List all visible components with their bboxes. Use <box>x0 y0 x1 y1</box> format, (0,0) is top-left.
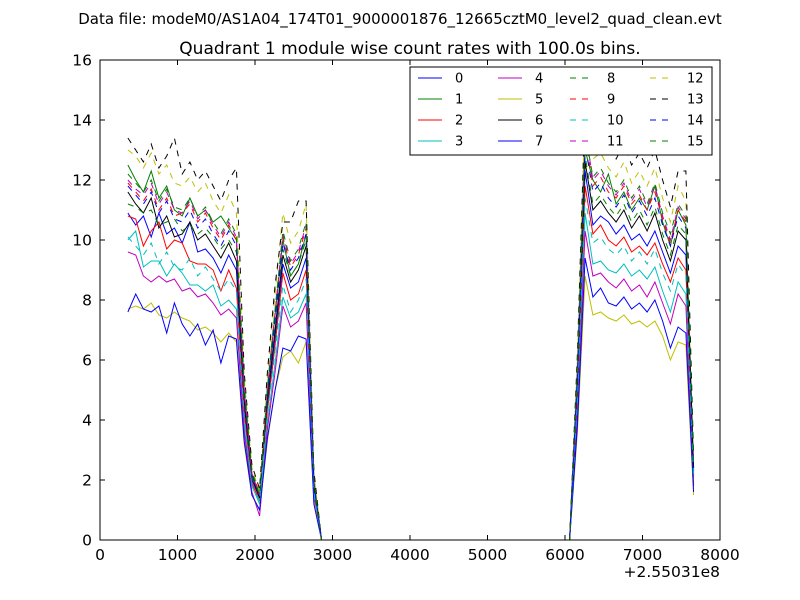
series-line-5 <box>127 275 695 540</box>
x-tick-label: 1000 <box>158 546 197 564</box>
legend-label-3: 3 <box>455 135 463 150</box>
legend-label-10: 10 <box>607 114 624 129</box>
x-tick-label: 3000 <box>313 546 352 564</box>
series-line-1 <box>127 149 695 540</box>
series-line-4 <box>127 230 695 540</box>
legend-label-8: 8 <box>607 72 615 87</box>
series-line-3 <box>127 212 695 540</box>
x-tick-label: 5000 <box>468 546 507 564</box>
y-tick-label: 0 <box>82 532 92 550</box>
series-line-8 <box>127 155 695 540</box>
y-tick-label: 8 <box>82 292 92 310</box>
y-tick-label: 16 <box>72 52 92 70</box>
x-tick-label: 8000 <box>700 546 739 564</box>
series-line-6 <box>127 161 695 540</box>
y-tick-label: 12 <box>72 172 92 190</box>
legend-label-13: 13 <box>687 93 704 108</box>
y-tick-label: 2 <box>82 472 92 490</box>
legend-label-5: 5 <box>535 93 543 108</box>
series-line-0 <box>127 170 695 540</box>
x-offset-label: +2.55031e8 <box>624 563 720 581</box>
x-tick-label: 4000 <box>390 546 429 564</box>
series-line-7 <box>127 257 695 540</box>
x-tick-label: 6000 <box>545 546 584 564</box>
legend-label-9: 9 <box>607 93 615 108</box>
legend-label-0: 0 <box>455 72 463 87</box>
figure-suptitle: Data file: modeM0/AS1A04_174T01_90000018… <box>78 10 722 29</box>
legend-label-1: 1 <box>455 93 463 108</box>
plot-frame <box>99 59 721 541</box>
x-tick-label: 7000 <box>623 546 662 564</box>
x-tick-label: 2000 <box>235 546 274 564</box>
legend-label-2: 2 <box>455 114 463 129</box>
legend-box <box>409 66 713 156</box>
legend-label-14: 14 <box>687 114 704 129</box>
legend-label-4: 4 <box>535 72 543 87</box>
series-line-14 <box>127 143 695 540</box>
series-line-2 <box>127 185 695 540</box>
y-tick-label: 14 <box>72 112 92 130</box>
series-line-12 <box>127 107 695 540</box>
legend-label-11: 11 <box>607 135 624 150</box>
legend-label-15: 15 <box>687 135 704 150</box>
y-tick-label: 6 <box>82 352 92 370</box>
y-tick-label: 4 <box>82 412 92 430</box>
legend-label-6: 6 <box>535 114 543 129</box>
legend-label-12: 12 <box>687 72 704 87</box>
legend-label-7: 7 <box>535 135 543 150</box>
x-tick-label: 0 <box>95 546 105 564</box>
axis-ticks: 0 1000 2000 3000 4000 5000 6000 7000 80000246810… <box>72 52 739 565</box>
series-line-11 <box>127 128 695 540</box>
y-tick-label: 10 <box>72 232 92 250</box>
series-line-15 <box>127 131 695 540</box>
chart-title: Quadrant 1 module wise count rates with … <box>179 39 640 59</box>
